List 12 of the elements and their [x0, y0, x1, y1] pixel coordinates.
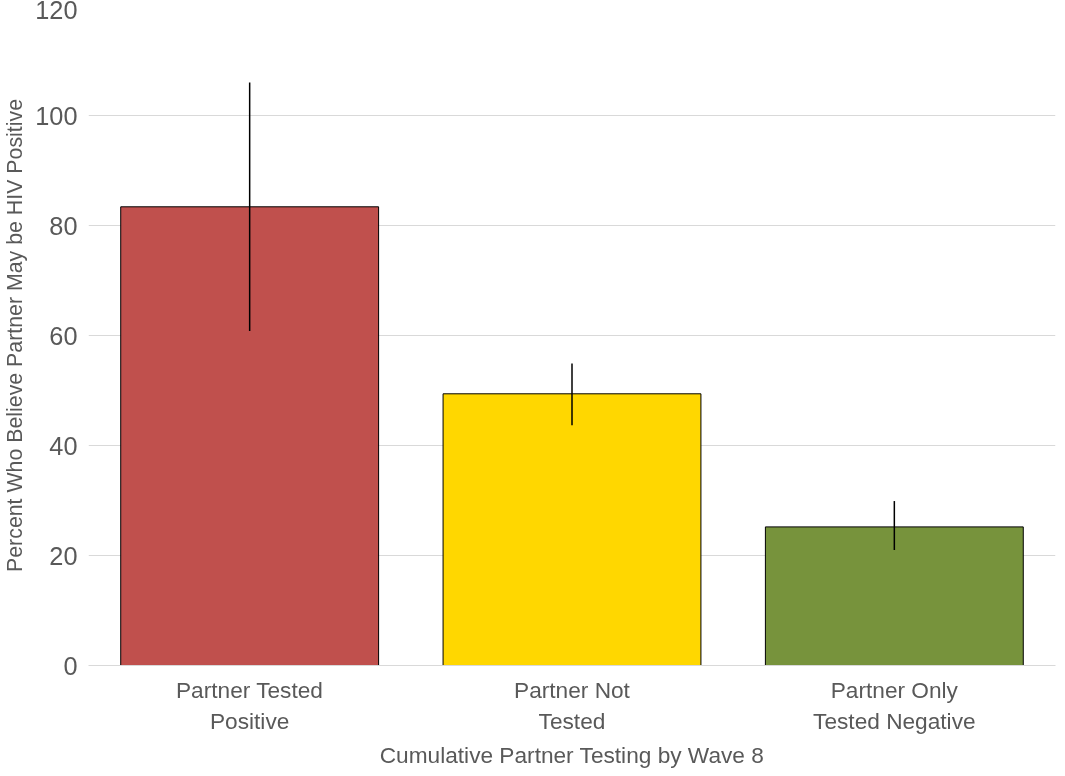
- y-tick-label: 80: [49, 211, 78, 240]
- y-tick-label: 0: [63, 651, 78, 680]
- x-tick-label: Partner Not Tested: [514, 676, 631, 734]
- x-tick-label: Partner Only Tested Negative: [813, 676, 976, 734]
- y-axis-title: Percent Who Believe Partner May be HIV Positive: [3, 99, 28, 572]
- y-tick-label: 100: [35, 101, 78, 130]
- x-tick-label: Partner Tested Positive: [176, 676, 323, 734]
- y-tick-label: 20: [49, 541, 78, 570]
- x-axis-title: Cumulative Partner Testing by Wave 8: [379, 741, 764, 768]
- y-tick-label: 120: [35, 0, 78, 24]
- y-tick-label: 40: [49, 431, 78, 460]
- y-tick-label: 60: [49, 321, 78, 350]
